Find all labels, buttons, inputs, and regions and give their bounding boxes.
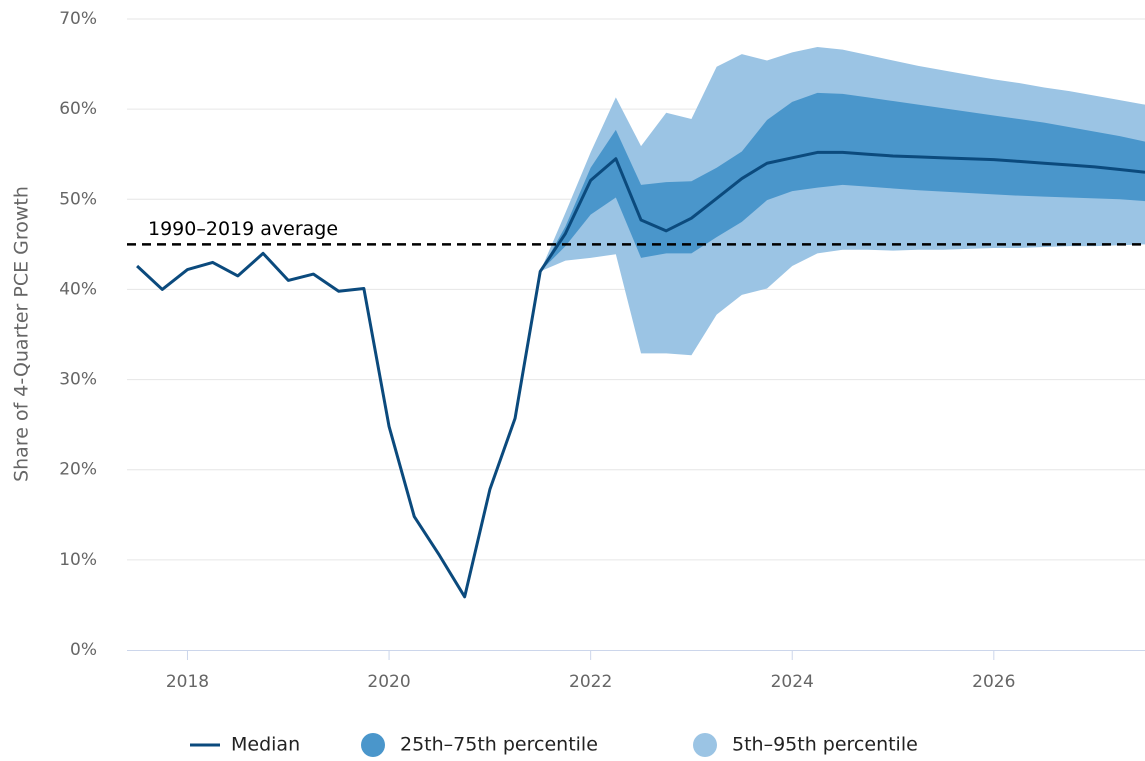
y-tick-label: 70% — [59, 9, 97, 29]
y-tick-label: 10% — [59, 550, 97, 570]
y-tick-label: 20% — [59, 460, 97, 480]
y-tick-label: 40% — [59, 279, 97, 299]
y-tick-label: 30% — [59, 370, 97, 390]
y-tick-label: 60% — [59, 99, 97, 119]
legend-swatch — [693, 733, 717, 757]
reference-label: 1990–2019 average — [148, 218, 338, 240]
x-tick-label: 2024 — [771, 672, 814, 692]
band-area — [540, 92, 1145, 272]
legend-label: 5th–95th percentile — [732, 734, 918, 756]
legend-label: Median — [231, 734, 300, 756]
legend-swatch — [361, 733, 385, 757]
x-tick-label: 2022 — [569, 672, 612, 692]
x-tick-label: 2018 — [166, 672, 209, 692]
line — [136, 150, 1145, 599]
x-tick-label: 2026 — [972, 672, 1015, 692]
y-axis-label: Share of 4-Quarter PCE Growth — [11, 186, 33, 482]
y-tick-label: 50% — [59, 189, 97, 209]
y-tick-label: 0% — [70, 640, 97, 660]
x-tick-label: 2020 — [367, 672, 410, 692]
legend-label: 25th–75th percentile — [400, 734, 598, 756]
